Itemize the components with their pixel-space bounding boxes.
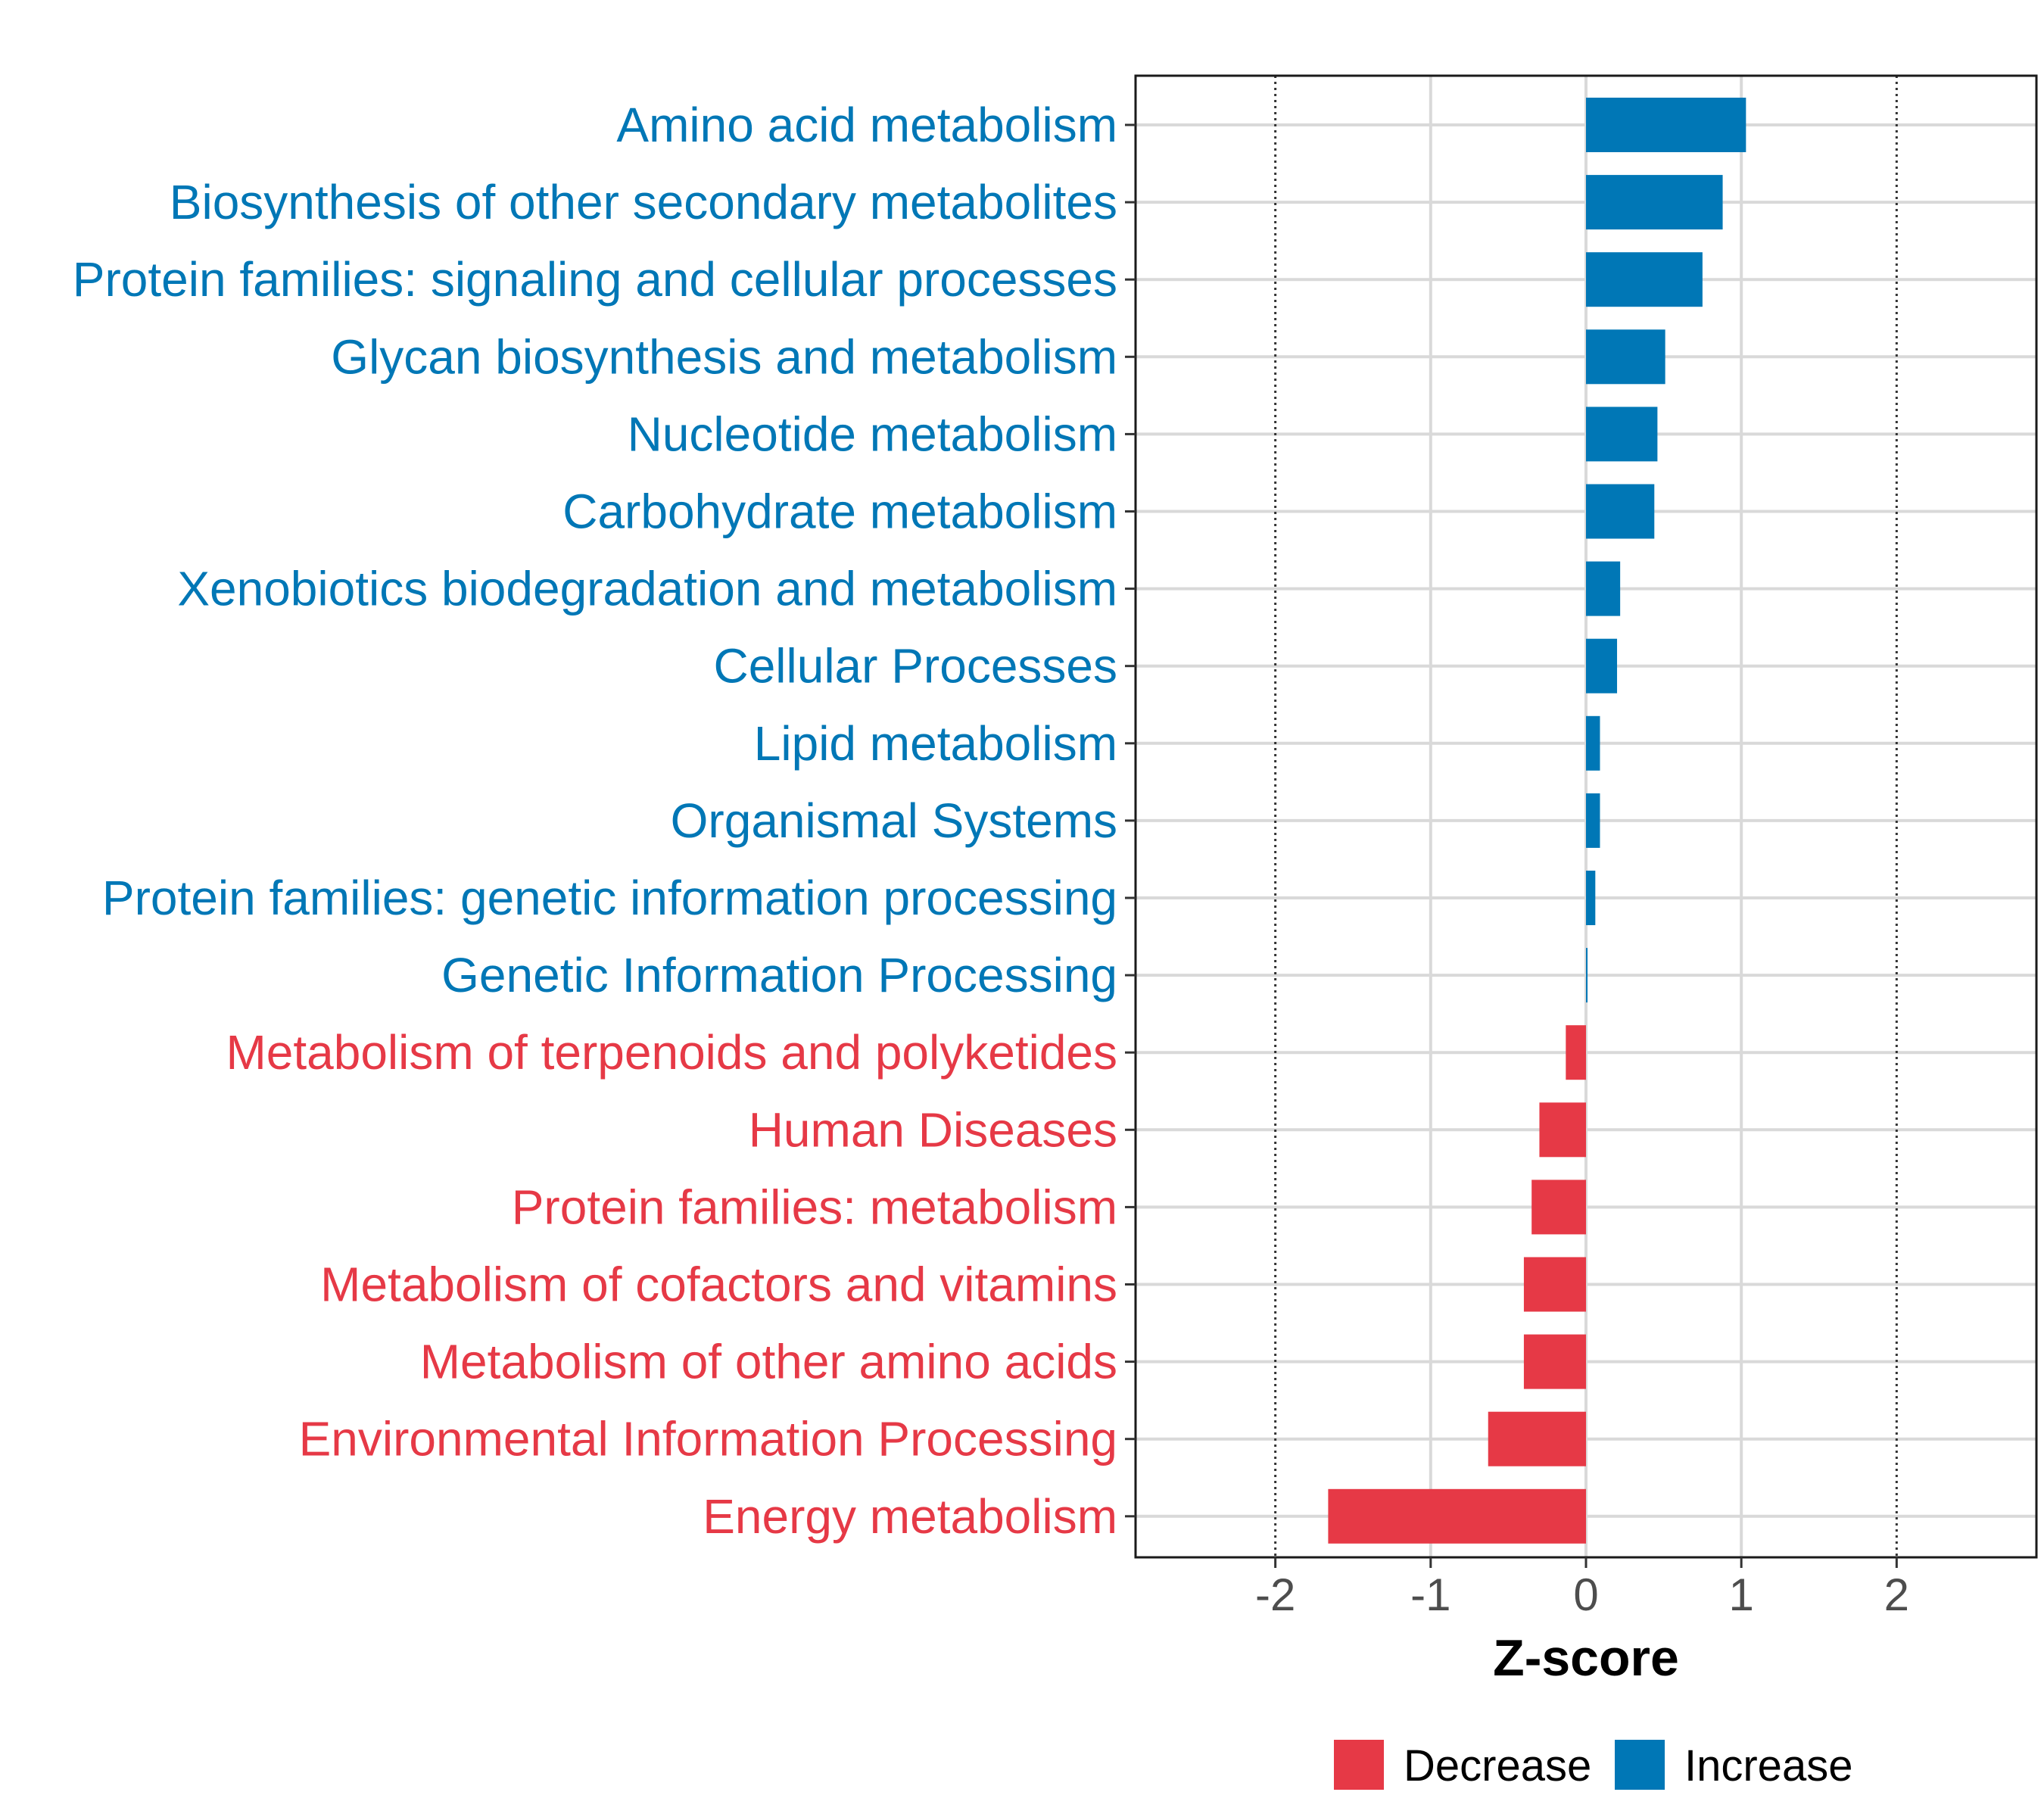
x-tick-label: -2 — [1255, 1569, 1295, 1620]
legend: Decrease Increase — [1334, 1740, 1852, 1791]
category-label: Amino acid metabolism — [616, 98, 1117, 152]
category-label: Biosynthesis of other secondary metaboli… — [170, 175, 1117, 229]
category-label: Human Diseases — [749, 1102, 1117, 1157]
x-tick-label: 0 — [1573, 1569, 1598, 1620]
category-label: Lipid metabolism — [754, 716, 1117, 771]
category-label: Protein families: genetic information pr… — [102, 871, 1117, 925]
bar — [1586, 638, 1618, 693]
legend-label: Decrease — [1404, 1741, 1591, 1791]
y-axis-ticks: Amino acid metabolism Biosynthesis of oth… — [73, 98, 1136, 1544]
x-tick-label: 1 — [1728, 1569, 1753, 1620]
bar — [1531, 1180, 1586, 1235]
bar — [1523, 1334, 1586, 1389]
bar — [1523, 1257, 1586, 1312]
legend-key-decrease — [1334, 1740, 1384, 1790]
x-tick-label: -1 — [1410, 1569, 1450, 1620]
bar — [1586, 175, 1723, 230]
bar — [1586, 561, 1621, 616]
bar — [1586, 948, 1588, 1003]
category-label: Carbohydrate metabolism — [562, 485, 1117, 539]
bar — [1586, 793, 1600, 848]
bar — [1586, 329, 1665, 385]
legend-key-increase — [1615, 1740, 1665, 1790]
category-label: Protein families: metabolism — [512, 1180, 1117, 1234]
category-label: Glycan biosynthesis and metabolism — [331, 329, 1117, 384]
category-label: Nucleotide metabolism — [628, 407, 1117, 461]
category-label: Energy metabolism — [703, 1489, 1117, 1544]
category-label: Cellular Processes — [713, 639, 1117, 693]
x-tick-label: 2 — [1884, 1569, 1909, 1620]
bar — [1328, 1488, 1586, 1544]
bar — [1488, 1411, 1586, 1466]
bar — [1586, 407, 1658, 462]
bar — [1586, 98, 1746, 152]
category-label: Environmental Information Processing — [299, 1412, 1117, 1466]
legend-label: Increase — [1684, 1741, 1852, 1791]
bar — [1586, 252, 1703, 307]
category-label: Metabolism of terpenoids and polyketides — [226, 1025, 1117, 1080]
bar — [1566, 1025, 1586, 1080]
category-label: Metabolism of other amino acids — [420, 1335, 1117, 1389]
bar — [1586, 484, 1655, 539]
bar-layer — [1328, 98, 1746, 1544]
x-axis-ticks: -2 -1 0 1 2 — [1255, 1557, 1909, 1620]
x-axis-title: Z-score — [1493, 1629, 1679, 1687]
category-label: Genetic Information Processing — [441, 948, 1117, 1002]
bar — [1586, 715, 1600, 771]
bar — [1539, 1102, 1586, 1158]
bar — [1586, 871, 1596, 925]
category-label: Organismal Systems — [671, 793, 1117, 848]
category-label: Xenobiotics biodegradation and metabolis… — [177, 562, 1117, 616]
category-label: Metabolism of cofactors and vitamins — [320, 1258, 1117, 1312]
category-label: Protein families: signaling and cellular… — [73, 252, 1117, 307]
